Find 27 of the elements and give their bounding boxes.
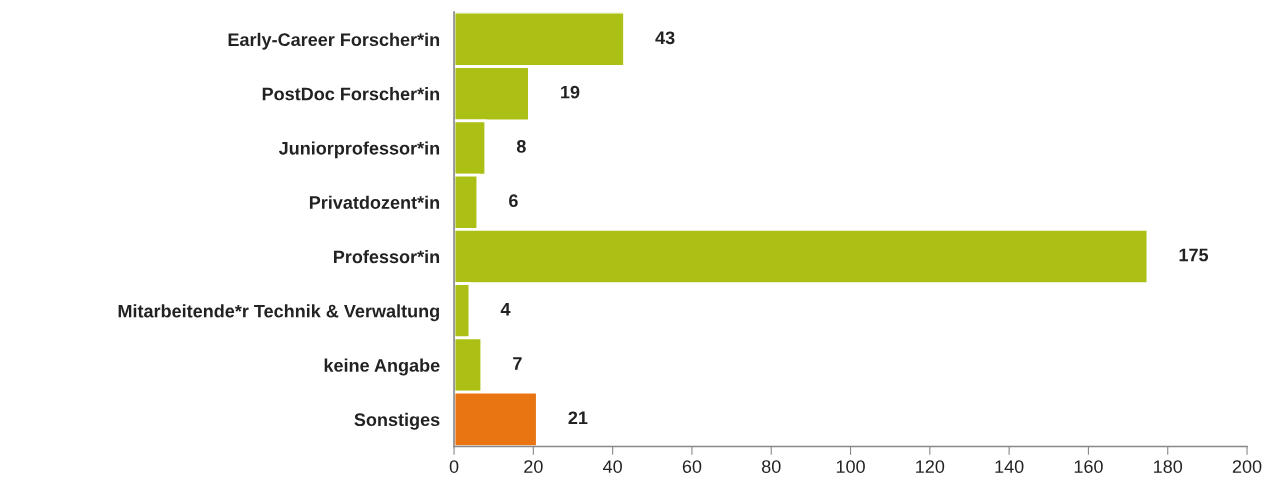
y-tick-label: Sonstiges — [354, 412, 440, 430]
x-tick-label: 160 — [1074, 460, 1103, 473]
data-label: 19 — [561, 85, 580, 99]
y-tick-label: Early-Career Forscher*in — [228, 32, 440, 50]
data-label: 8 — [516, 139, 526, 153]
x-tick-label: 20 — [524, 460, 543, 473]
y-tick-label: keine Angabe — [324, 358, 440, 376]
x-tick-label: 120 — [916, 460, 945, 473]
data-label: 6 — [509, 194, 518, 208]
x-tick-label: 180 — [1154, 460, 1183, 473]
x-tick-label: 80 — [761, 460, 781, 473]
y-tick-label: Mitarbeitende*r Technik & Verwaltung — [118, 304, 439, 322]
y-tick-label: Privatdozent*in — [309, 195, 440, 209]
data-label: 7 — [513, 357, 522, 370]
x-tick-label: 60 — [682, 460, 702, 473]
data-label: 21 — [568, 411, 588, 425]
x-tick-label: 100 — [836, 460, 865, 473]
data-label: 43 — [655, 31, 675, 45]
x-tick-label: 200 — [1232, 460, 1262, 473]
y-tick-label: Juniorprofessor*in — [278, 141, 440, 159]
x-tick-label: 0 — [449, 460, 459, 473]
data-label: 4 — [500, 303, 511, 316]
y-tick-label: PostDoc Forscher*in — [262, 87, 440, 101]
x-tick-label: 40 — [603, 460, 622, 473]
x-tick-label: 140 — [995, 460, 1024, 473]
y-tick-label: Professor*in — [334, 249, 440, 264]
data-label: 175 — [1179, 248, 1209, 262]
